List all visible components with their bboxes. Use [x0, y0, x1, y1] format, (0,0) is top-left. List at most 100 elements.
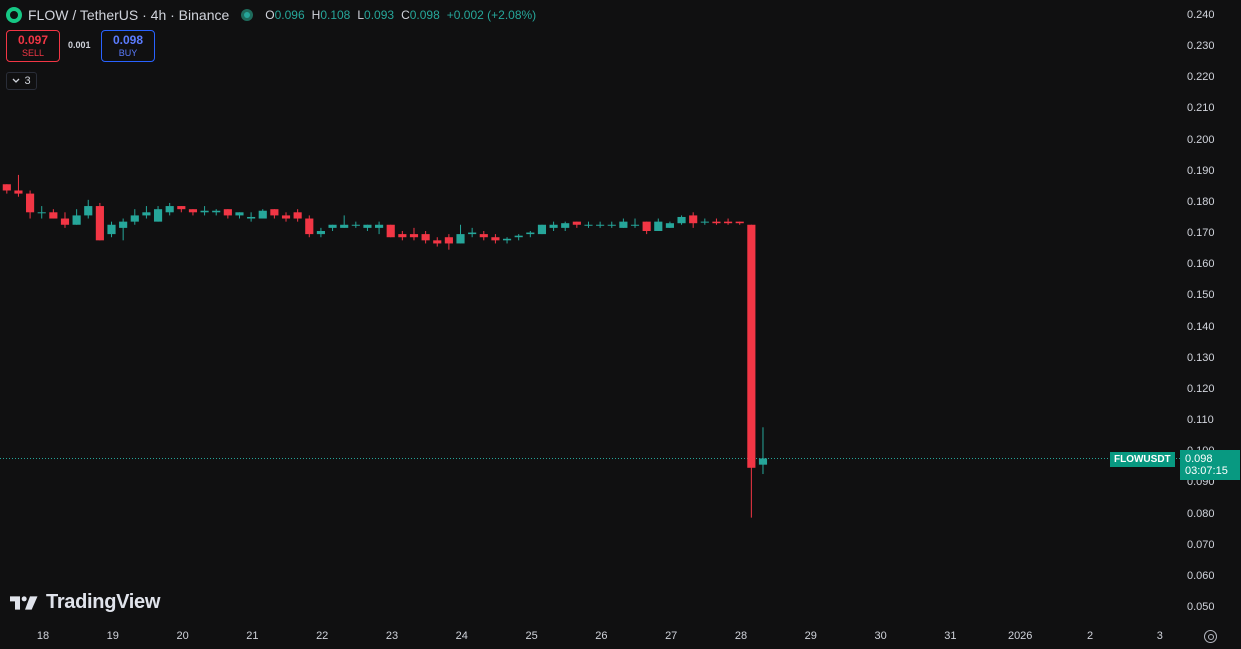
candle — [223, 209, 232, 219]
price-tick-label: 0.160 — [1187, 258, 1215, 271]
tradingview-logo-text: TradingView — [46, 591, 161, 613]
sell-label: SELL — [21, 48, 45, 58]
candle — [49, 209, 58, 219]
price-tick-label: 0.140 — [1187, 320, 1215, 333]
candle — [142, 206, 151, 219]
candle — [386, 224, 395, 238]
candle — [549, 221, 558, 231]
price-tick-label: 0.060 — [1187, 569, 1215, 582]
time-tick-label: 25 — [525, 630, 538, 642]
open-value: 0.096 — [274, 8, 305, 22]
candle — [735, 221, 744, 225]
candle — [72, 209, 81, 225]
candle — [491, 234, 500, 244]
high-key: H — [311, 8, 321, 22]
price-tick-label: 0.050 — [1187, 601, 1215, 613]
time-tick-label: 24 — [455, 630, 468, 642]
candle — [26, 190, 35, 219]
price-tick-label: 0.120 — [1187, 382, 1215, 395]
indicators-toggle[interactable]: 3 — [6, 72, 37, 90]
time-tick-label: 27 — [665, 630, 678, 642]
candle — [689, 212, 698, 228]
candle — [270, 209, 279, 219]
candle — [607, 221, 616, 228]
spread-value: 0.001 — [68, 40, 91, 50]
candle — [712, 218, 721, 225]
price-tick-label: 0.220 — [1187, 71, 1215, 84]
low-value: 0.093 — [364, 8, 395, 22]
price-tick-label: 0.070 — [1187, 538, 1215, 551]
candle — [235, 212, 244, 219]
time-tick-label: 30 — [874, 630, 887, 642]
open-key: O — [265, 8, 275, 22]
buy-label: BUY — [118, 48, 138, 58]
candle — [340, 215, 349, 228]
time-tick-label: 2 — [1086, 630, 1094, 642]
price-tick-label: 0.170 — [1187, 227, 1215, 240]
candle — [293, 209, 302, 222]
low-key: L — [357, 8, 365, 22]
time-tick-label: 22 — [316, 630, 329, 642]
time-tick-label: 26 — [595, 630, 608, 642]
price-tick-label: 0.110 — [1187, 414, 1214, 427]
candle — [363, 224, 372, 231]
bar-countdown: 03:07:15 — [1185, 465, 1228, 477]
candle — [200, 206, 209, 216]
buy-button[interactable]: 0.098 BUY — [101, 30, 155, 62]
candle — [630, 218, 640, 228]
time-tick-label: 2026 — [1007, 630, 1033, 642]
candle — [596, 221, 605, 228]
candle — [37, 206, 46, 219]
candle — [526, 230, 535, 238]
gear-icon[interactable] — [1204, 630, 1217, 643]
market-open-icon — [241, 9, 254, 21]
candle — [619, 218, 628, 228]
candle — [247, 212, 256, 222]
candle — [758, 427, 768, 475]
ohlc-values: O0.096 H0.108 L0.093 C0.098 +0.002 (+2.0… — [265, 8, 536, 22]
price-tick-label: 0.230 — [1187, 40, 1215, 53]
candle — [561, 221, 570, 231]
indicators-count: 3 — [24, 75, 31, 87]
candle — [351, 221, 360, 228]
close-value: 0.098 — [409, 8, 440, 22]
time-tick-label: 19 — [106, 630, 119, 642]
tradingview-logo[interactable]: TradingView — [10, 591, 160, 614]
candle — [14, 174, 23, 197]
candle — [153, 206, 163, 222]
price-tick-label: 0.190 — [1187, 164, 1215, 177]
candle — [95, 202, 104, 241]
high-value: 0.108 — [320, 8, 351, 22]
candle — [502, 237, 512, 244]
time-tick-label: 29 — [804, 630, 817, 642]
candle — [444, 234, 453, 250]
price-tick-label: 0.150 — [1187, 289, 1215, 302]
candle — [60, 212, 70, 228]
time-tick-label: 31 — [944, 630, 957, 642]
candle — [572, 221, 581, 228]
candle — [421, 230, 430, 244]
price-tick-label: 0.210 — [1187, 102, 1215, 115]
sell-button[interactable]: 0.097 SELL — [6, 30, 60, 62]
candle — [724, 218, 733, 225]
candle — [281, 212, 291, 222]
candle — [177, 206, 186, 213]
time-tick-label: 21 — [246, 630, 259, 642]
candle — [468, 227, 477, 238]
candle — [305, 215, 314, 238]
candle — [654, 218, 663, 231]
candle — [584, 221, 593, 228]
last-price-label: 0.098 03:07:15 — [1180, 450, 1240, 480]
candle — [700, 218, 709, 225]
candle — [642, 221, 651, 235]
tradingview-logo-icon — [10, 595, 38, 610]
candle — [258, 209, 267, 219]
candle — [2, 184, 11, 194]
candle — [375, 221, 384, 235]
buy-price: 0.098 — [112, 33, 144, 47]
symbol-title[interactable]: FLOW / TetherUS · 4h · Binance — [28, 7, 230, 23]
time-tick-label: 20 — [176, 630, 189, 642]
time-tick-label: 23 — [385, 630, 399, 642]
candle — [665, 221, 674, 228]
